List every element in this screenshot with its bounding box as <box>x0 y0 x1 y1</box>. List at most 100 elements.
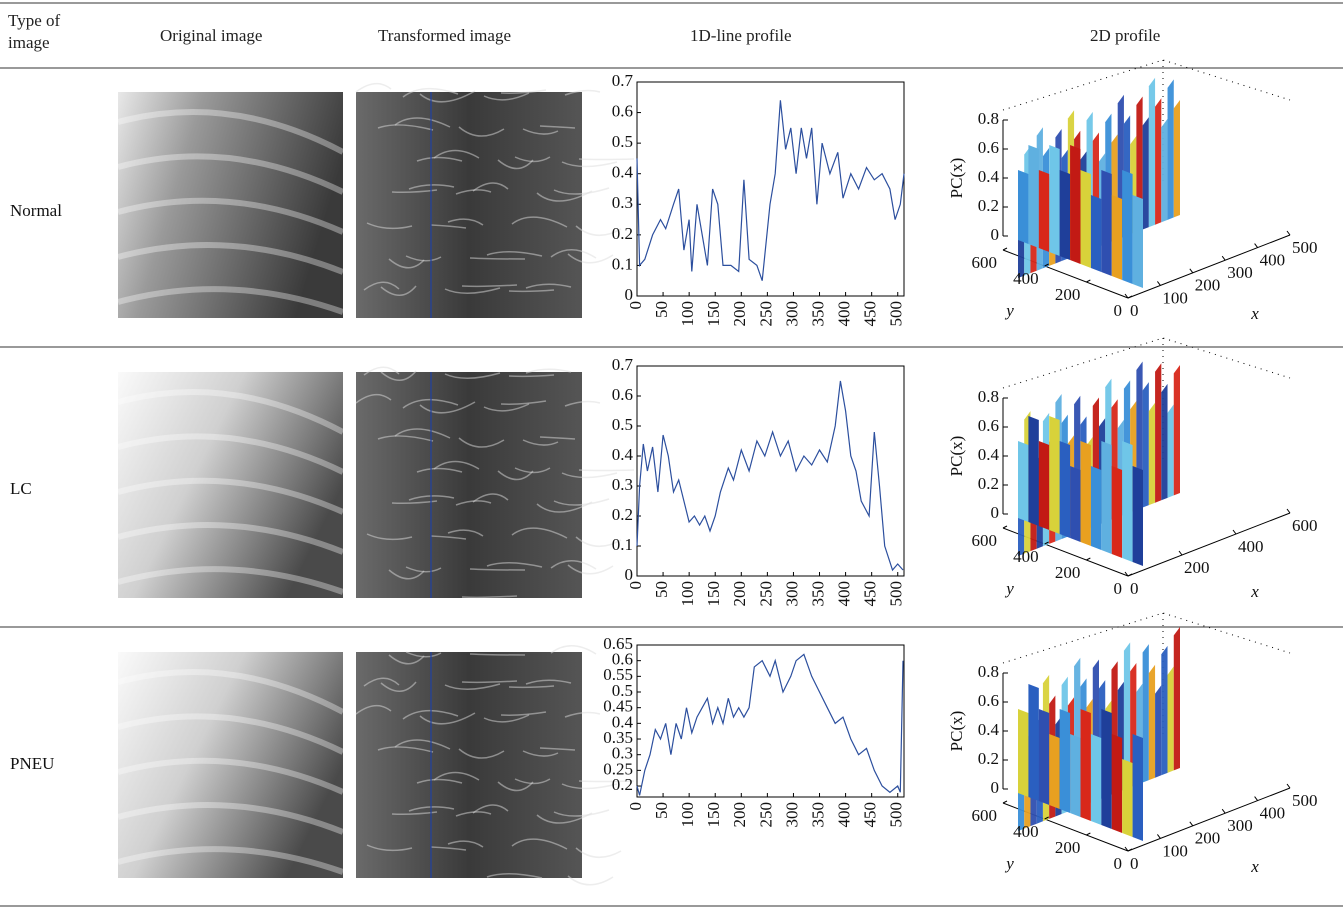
surface-band <box>1049 416 1060 534</box>
texture <box>388 569 425 580</box>
texture <box>419 90 476 103</box>
y-tick-label: 0.65 <box>603 634 633 653</box>
x-tick-label: 0 <box>626 802 645 811</box>
y-tick-label: 0.5 <box>612 415 633 434</box>
y-tick-label: 0.2 <box>612 224 633 243</box>
x3-tick <box>1189 821 1194 827</box>
y3-tick <box>1002 247 1008 251</box>
rib-shadow <box>117 802 345 835</box>
surface-band <box>1059 441 1071 538</box>
texture <box>525 679 572 685</box>
profile-line <box>636 100 905 281</box>
texture <box>461 595 518 599</box>
texture <box>497 781 534 792</box>
texture <box>567 564 614 575</box>
plot-box <box>636 81 905 297</box>
header-cell: Original image <box>160 26 263 45</box>
rib-shadow <box>117 757 345 795</box>
surface-band <box>1132 734 1143 841</box>
z-tick-label: 0.2 <box>978 196 999 215</box>
profile-line <box>636 653 904 796</box>
surface-band <box>1101 170 1112 276</box>
surface-band <box>1122 441 1133 562</box>
x-tick-label: 0 <box>626 301 645 310</box>
x3-tick <box>1221 808 1226 814</box>
z-axis-label: PC(x) <box>947 158 966 199</box>
header-cell: 2D profile <box>1090 26 1161 45</box>
surface-band <box>1018 441 1029 522</box>
texture <box>522 128 559 135</box>
texture <box>380 285 417 296</box>
texture <box>416 467 463 473</box>
y3-tick-label: 0 <box>1114 579 1123 598</box>
x-tick-label: 50 <box>652 581 671 598</box>
texture <box>366 533 413 541</box>
surface-band <box>1028 416 1039 526</box>
y3-tick-label: 600 <box>972 806 998 825</box>
x-tick-label: 300 <box>782 581 801 607</box>
y-tick-label: 0.3 <box>612 475 633 494</box>
x3-tick <box>1286 230 1291 236</box>
x-tick-label: 50 <box>652 802 671 819</box>
texture <box>553 187 610 195</box>
y-tick-label: 0.4 <box>612 163 634 182</box>
y3-tick-label: 400 <box>1013 547 1039 566</box>
texture <box>536 190 593 202</box>
texture <box>388 258 425 269</box>
x-tick-label: 50 <box>652 301 671 318</box>
texture <box>363 366 400 376</box>
x-tick-label: 400 <box>835 581 854 607</box>
texture <box>567 875 614 886</box>
texture <box>564 711 601 718</box>
texture <box>472 493 509 503</box>
texture <box>511 527 568 539</box>
x3-tick-label: 400 <box>1238 537 1264 556</box>
texture <box>380 370 417 381</box>
rib-shadow <box>117 242 345 275</box>
surface-band <box>1155 685 1162 778</box>
surface-band <box>1090 734 1102 825</box>
x3-tick <box>1124 293 1129 299</box>
texture <box>500 89 547 94</box>
x-tick-label: 150 <box>704 802 723 828</box>
texture <box>525 283 572 289</box>
x-tick-label: 100 <box>678 301 697 327</box>
texture <box>561 472 618 479</box>
surface-band <box>1111 466 1123 558</box>
texture <box>405 255 442 262</box>
x3-tick-label: 0 <box>1130 301 1139 320</box>
texture <box>455 189 492 195</box>
x3-tick <box>1221 255 1226 261</box>
x-tick-label: 100 <box>678 581 697 607</box>
y-tick-label: 0 <box>625 285 634 304</box>
profile-line <box>636 380 904 572</box>
y-tick-label: 0.3 <box>612 744 633 763</box>
y-tick-label: 0.55 <box>603 665 633 684</box>
y-tick-label: 0.6 <box>612 101 633 120</box>
surface-band <box>1167 404 1174 498</box>
texture <box>508 374 555 378</box>
surface-band <box>1049 145 1060 256</box>
texture <box>455 500 492 506</box>
y-axis-label: y <box>1004 579 1014 598</box>
surface-band <box>1161 645 1168 776</box>
z-tick-label: 0.6 <box>978 416 999 435</box>
surface-band <box>1167 79 1174 220</box>
x-tick-label: 300 <box>782 301 801 327</box>
y-tick-label: 0.4 <box>612 445 634 464</box>
texture <box>447 529 484 537</box>
texture <box>377 124 434 131</box>
texture <box>433 771 480 781</box>
x3-tick <box>1157 834 1161 839</box>
x-axis-label: x <box>1250 304 1259 323</box>
z-tick-label: 0.4 <box>978 167 1000 186</box>
x-tick-label: 200 <box>730 301 749 327</box>
texture <box>363 281 400 291</box>
original-image <box>118 372 343 598</box>
row-label: PNEU <box>10 754 54 773</box>
x-axis <box>1127 787 1291 852</box>
texture <box>469 653 526 656</box>
texture <box>394 428 451 439</box>
texture <box>486 251 543 257</box>
